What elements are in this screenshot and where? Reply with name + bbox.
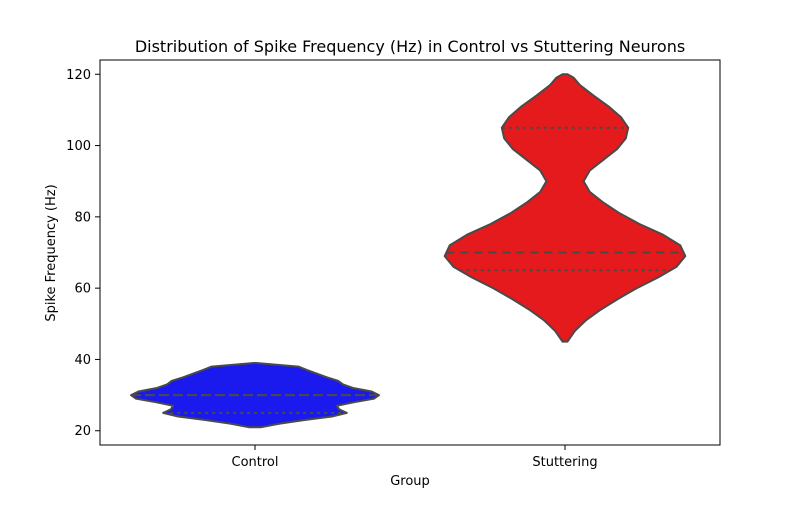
- y-axis-label: Spike Frequency (Hz): [44, 184, 59, 321]
- plot-layer: [130, 73, 687, 429]
- x-tick-label: Stuttering: [532, 455, 597, 470]
- y-tick-label: 60: [74, 282, 91, 297]
- y-tick-label: 80: [74, 210, 91, 225]
- y-tick-label: 100: [66, 139, 91, 154]
- x-tick-label: Control: [232, 455, 279, 470]
- x-axis-label: Group: [390, 474, 430, 489]
- plot-frame: [99, 59, 721, 446]
- violin-body-stuttering: [443, 73, 687, 343]
- chart-title: Distribution of Spike Frequency (Hz) in …: [135, 37, 685, 56]
- violin-body-control: [130, 362, 380, 429]
- axis-layer: 20 40 60 80 100 120 Control Stuttering: [66, 68, 597, 470]
- y-tick-label: 20: [74, 424, 91, 439]
- y-tick-label: 40: [74, 353, 91, 368]
- y-tick-label: 120: [66, 68, 91, 83]
